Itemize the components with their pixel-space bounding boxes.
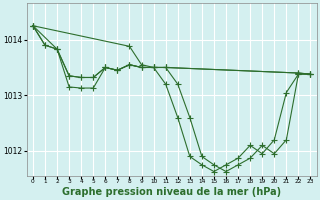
X-axis label: Graphe pression niveau de la mer (hPa): Graphe pression niveau de la mer (hPa) [62,187,281,197]
